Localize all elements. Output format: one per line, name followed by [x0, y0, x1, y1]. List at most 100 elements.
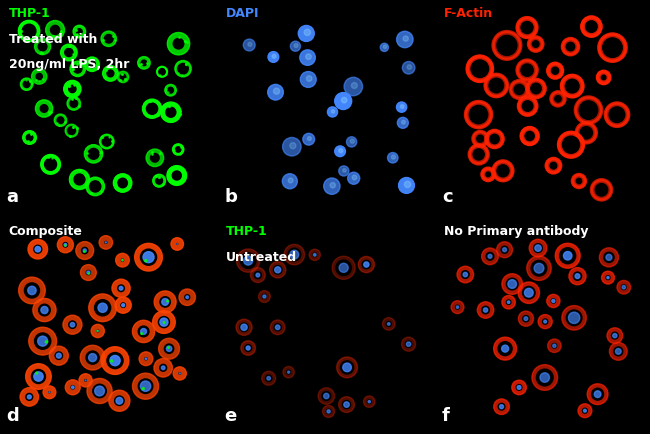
Circle shape	[172, 171, 181, 180]
Circle shape	[494, 399, 510, 414]
Circle shape	[248, 42, 252, 46]
Circle shape	[566, 79, 579, 93]
Circle shape	[343, 168, 346, 172]
Circle shape	[171, 238, 183, 250]
Text: d: d	[6, 407, 20, 425]
Circle shape	[43, 386, 56, 399]
Circle shape	[358, 256, 374, 273]
Circle shape	[82, 247, 88, 254]
Circle shape	[60, 44, 77, 61]
Circle shape	[20, 388, 38, 406]
Circle shape	[547, 339, 561, 352]
Circle shape	[402, 120, 406, 124]
Circle shape	[336, 260, 352, 276]
Circle shape	[115, 297, 131, 313]
Circle shape	[140, 329, 146, 334]
Circle shape	[266, 375, 272, 381]
Circle shape	[614, 347, 623, 356]
Circle shape	[482, 168, 494, 181]
Circle shape	[69, 85, 76, 92]
Circle shape	[607, 276, 609, 279]
Circle shape	[102, 137, 111, 146]
Circle shape	[159, 316, 170, 328]
Circle shape	[138, 56, 150, 69]
Circle shape	[69, 321, 76, 329]
Circle shape	[486, 172, 491, 177]
Circle shape	[551, 299, 556, 303]
Circle shape	[122, 304, 125, 307]
Circle shape	[140, 249, 157, 265]
Circle shape	[34, 372, 43, 381]
Circle shape	[621, 285, 626, 289]
Circle shape	[95, 386, 105, 396]
Text: b: b	[224, 188, 237, 207]
Circle shape	[344, 77, 363, 96]
Circle shape	[532, 41, 539, 47]
Circle shape	[97, 330, 99, 332]
Circle shape	[166, 346, 172, 352]
Circle shape	[85, 380, 86, 381]
Circle shape	[350, 139, 354, 143]
Circle shape	[335, 146, 345, 157]
Circle shape	[65, 380, 80, 395]
Circle shape	[482, 306, 489, 314]
Circle shape	[159, 338, 179, 359]
Circle shape	[597, 71, 610, 84]
Circle shape	[142, 99, 162, 118]
Circle shape	[552, 343, 556, 348]
Circle shape	[465, 102, 491, 128]
Circle shape	[250, 268, 265, 283]
Text: 20ng/ml LPS, 2hr: 20ng/ml LPS, 2hr	[8, 58, 129, 71]
Text: Treated with: Treated with	[8, 33, 97, 46]
Circle shape	[577, 123, 596, 143]
Circle shape	[64, 243, 67, 246]
Circle shape	[467, 56, 493, 81]
Circle shape	[122, 259, 124, 261]
Circle shape	[141, 60, 147, 66]
Circle shape	[283, 138, 301, 156]
Text: Untreated: Untreated	[226, 251, 298, 264]
Circle shape	[573, 174, 586, 187]
Circle shape	[339, 263, 348, 273]
Circle shape	[159, 69, 165, 75]
Circle shape	[29, 327, 57, 355]
Circle shape	[71, 385, 75, 389]
Circle shape	[324, 178, 340, 194]
Circle shape	[451, 301, 464, 314]
Circle shape	[387, 322, 390, 325]
Circle shape	[566, 310, 582, 326]
Circle shape	[40, 105, 48, 112]
Circle shape	[298, 26, 314, 41]
Circle shape	[362, 260, 370, 269]
Circle shape	[332, 256, 356, 279]
Circle shape	[494, 337, 517, 360]
Circle shape	[603, 38, 622, 57]
Circle shape	[65, 124, 78, 137]
Circle shape	[284, 244, 305, 265]
Circle shape	[84, 251, 85, 252]
Circle shape	[41, 155, 60, 174]
Circle shape	[86, 351, 99, 364]
Circle shape	[544, 320, 547, 323]
Circle shape	[283, 366, 294, 378]
Circle shape	[146, 149, 164, 167]
Circle shape	[562, 39, 578, 55]
Circle shape	[57, 237, 73, 253]
Circle shape	[519, 97, 537, 115]
Circle shape	[552, 299, 555, 302]
Circle shape	[163, 322, 165, 323]
Circle shape	[535, 245, 541, 251]
Circle shape	[599, 34, 626, 61]
Circle shape	[400, 105, 404, 108]
Circle shape	[551, 92, 565, 106]
Circle shape	[380, 43, 389, 52]
Circle shape	[606, 254, 612, 260]
Circle shape	[518, 311, 534, 326]
Circle shape	[282, 174, 297, 189]
Circle shape	[179, 373, 181, 374]
Circle shape	[166, 107, 176, 117]
Circle shape	[172, 144, 184, 155]
Circle shape	[622, 286, 625, 289]
Circle shape	[473, 149, 484, 160]
Circle shape	[290, 250, 299, 259]
